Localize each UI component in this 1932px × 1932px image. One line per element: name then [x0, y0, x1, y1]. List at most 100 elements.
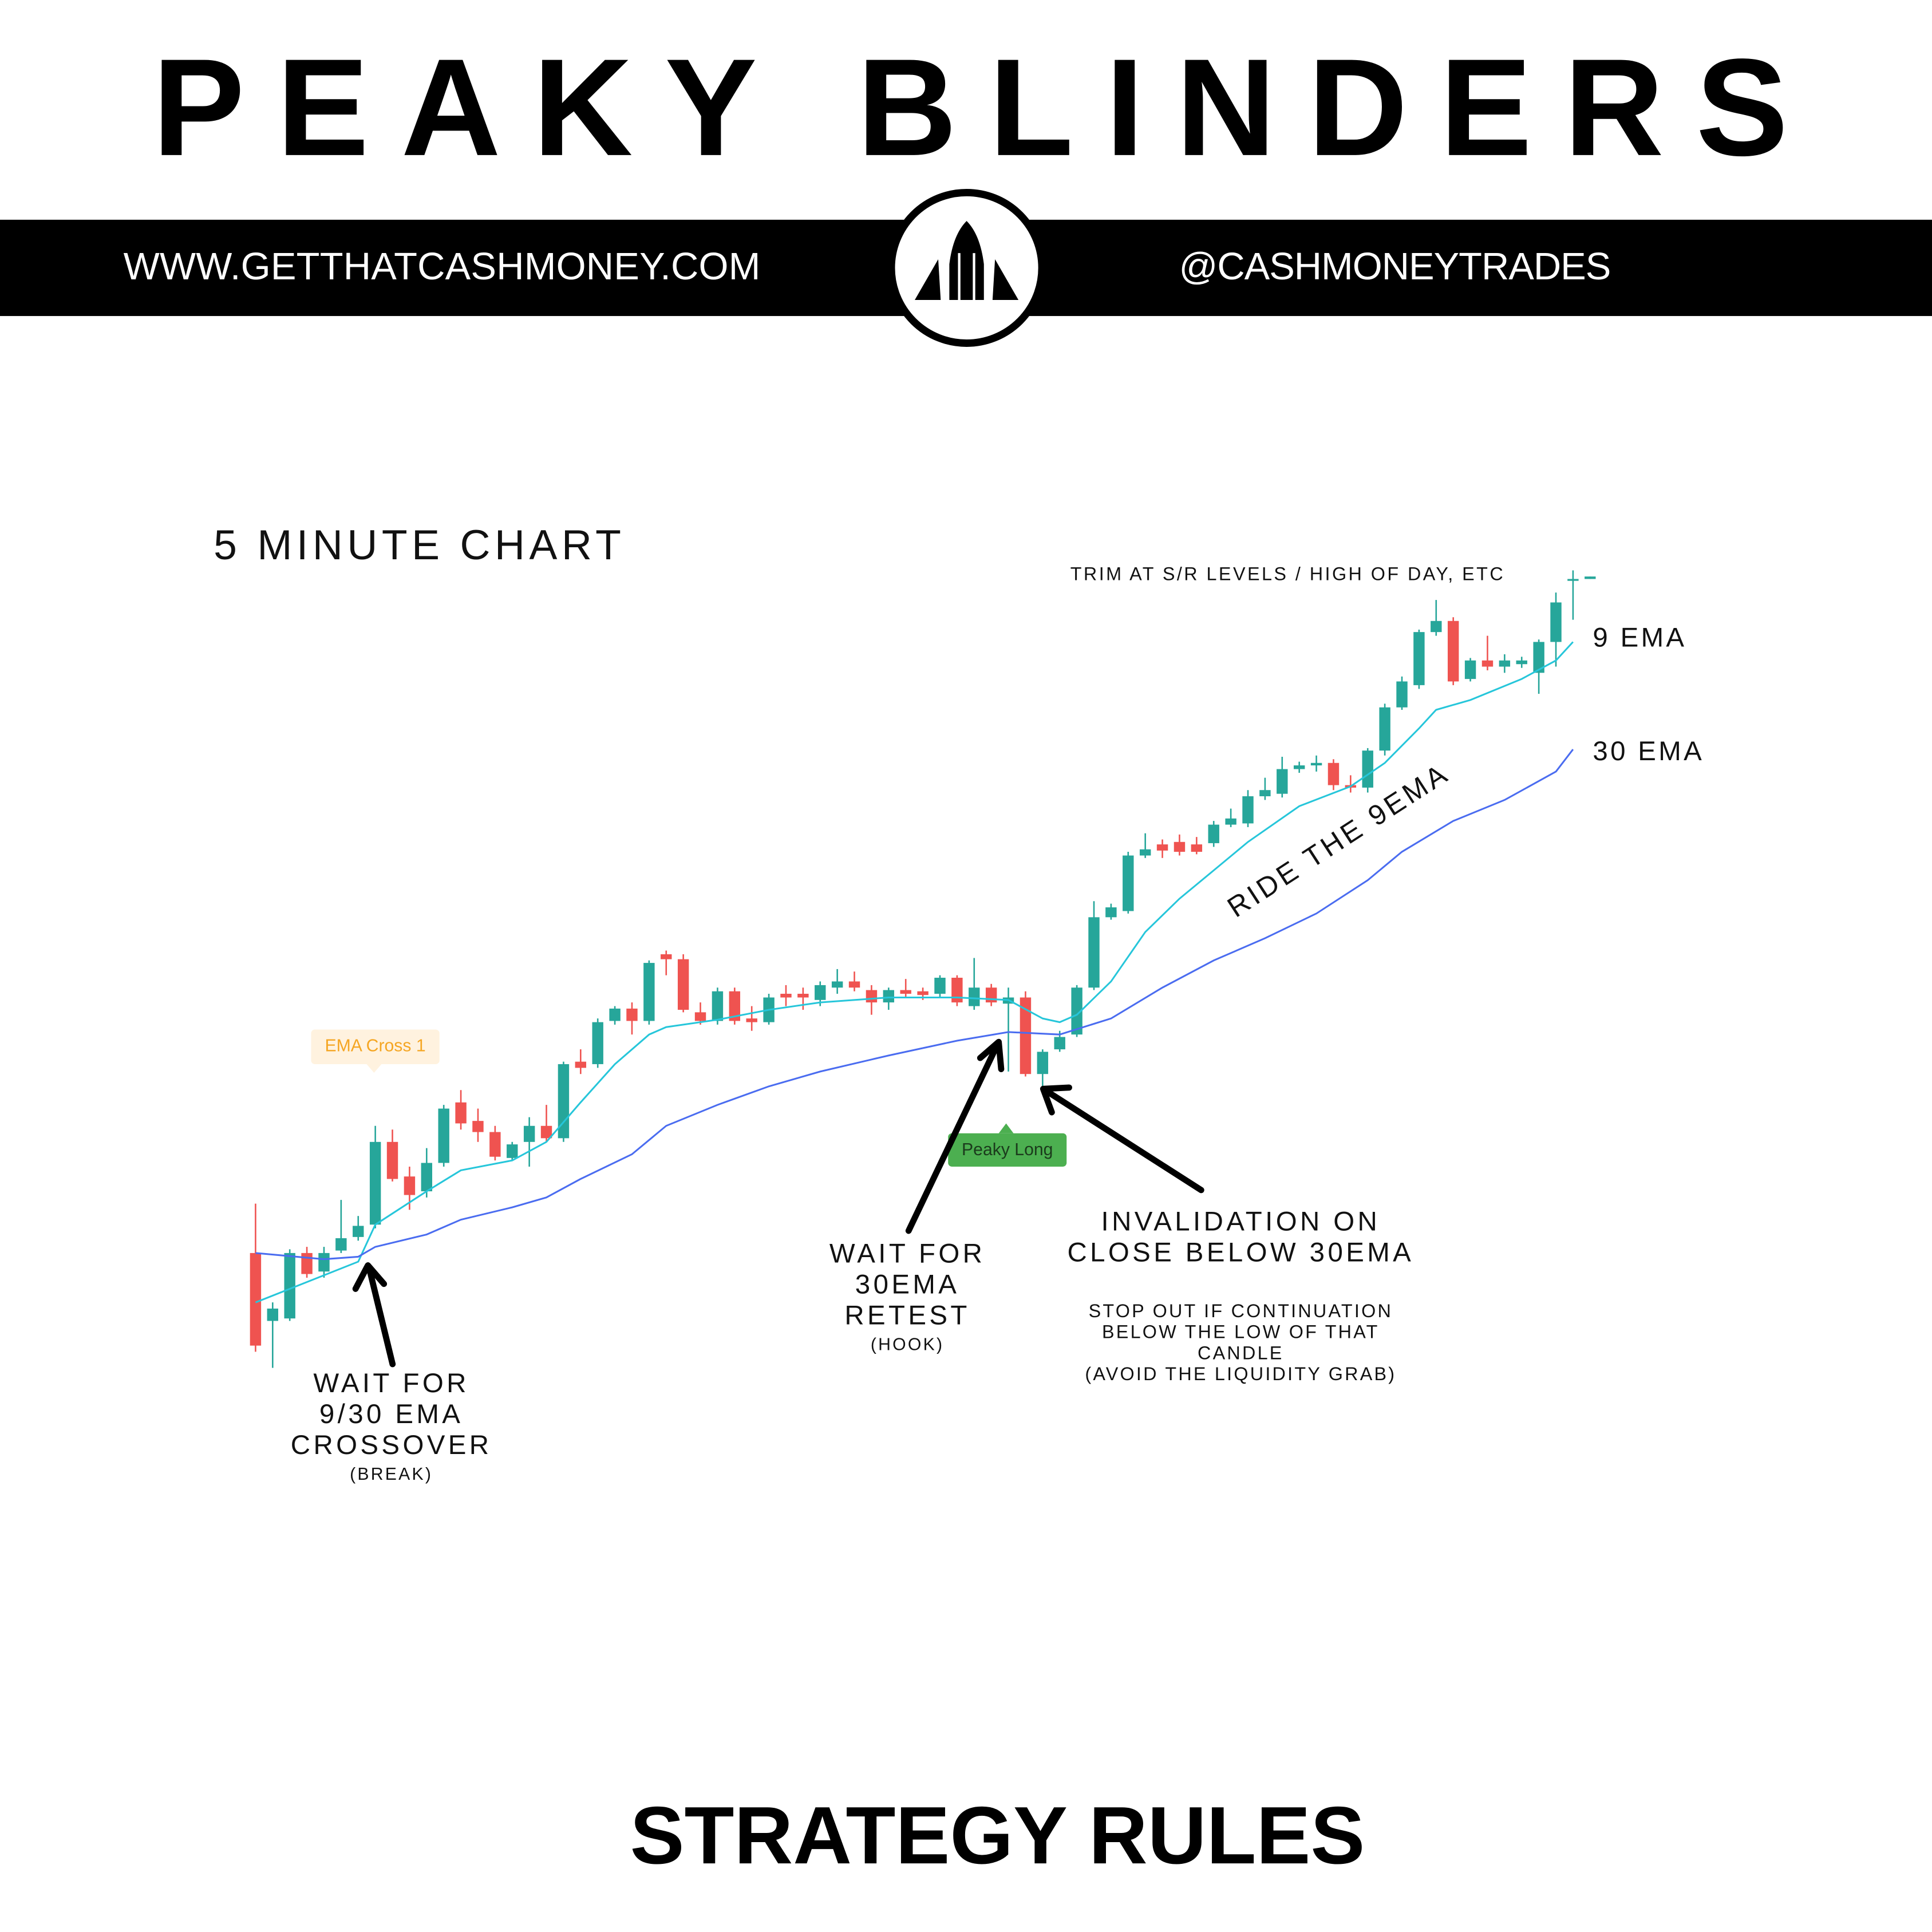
candle-body [1499, 660, 1511, 667]
annotation: WAIT FOR [313, 1368, 469, 1398]
ema-label: 30 EMA [1593, 736, 1704, 767]
candle-body [1071, 987, 1082, 1035]
candle-body [250, 1253, 262, 1346]
candle-body [643, 963, 655, 1021]
annotation-note: (AVOID THE LIQUIDITY GRAB) [1085, 1364, 1396, 1384]
candle-body [900, 990, 911, 994]
candle-body [267, 1308, 278, 1321]
candle-body [301, 1253, 313, 1274]
signal-label: Peaky Long [962, 1140, 1053, 1159]
candle-body [523, 1125, 535, 1142]
candle-body [866, 990, 878, 1003]
candle-body [1585, 576, 1596, 579]
candle-body [1516, 660, 1527, 665]
candle-body [438, 1108, 449, 1163]
candle-body [472, 1121, 484, 1132]
signal-label: EMA Cross 1 [325, 1037, 426, 1056]
footer-title: STRATEGY RULES [630, 1790, 1365, 1881]
annotation: CLOSE BELOW 30EMA [1067, 1238, 1414, 1268]
peaky-long-signal: Peaky Long [948, 1123, 1067, 1167]
candle-body [746, 1018, 757, 1022]
candle-body [455, 1102, 467, 1124]
candle-body [831, 981, 843, 988]
candle-body [507, 1144, 518, 1158]
candle-body [1225, 818, 1236, 825]
candle-body [1088, 917, 1100, 988]
candle-body [1139, 849, 1151, 856]
candlestick-chart: 9 EMA 30 EMA [250, 570, 1704, 1368]
candle-body [353, 1226, 364, 1237]
ema-line [255, 641, 1574, 1303]
candle-body [1191, 844, 1203, 852]
candle-body [969, 987, 980, 1006]
arrows [352, 1038, 1204, 1368]
candle-body [815, 985, 826, 1000]
annotation: TRIM AT S/R LEVELS / HIGH OF DAY, ETC [1070, 563, 1505, 584]
candle-body [1293, 765, 1305, 769]
candle-body [1259, 790, 1271, 796]
candle-body [677, 959, 689, 1010]
candle-body [934, 977, 946, 994]
candle-body [1242, 796, 1254, 824]
candle-body [1105, 907, 1117, 918]
candle-body [540, 1125, 552, 1139]
candle-body [729, 991, 741, 1021]
candle-body [661, 954, 672, 959]
candle-body [1447, 621, 1459, 682]
ema-line [255, 749, 1574, 1261]
candle-body [1413, 632, 1425, 685]
annotation: RETEST [844, 1301, 970, 1331]
candle-body [318, 1253, 330, 1272]
annotation-note: STOP OUT IF CONTINUATION [1089, 1301, 1393, 1321]
annotation: 9/30 EMA [319, 1399, 463, 1429]
candle-body [1054, 1037, 1065, 1050]
candle-body [575, 1061, 587, 1068]
candle-body [1567, 579, 1579, 581]
annotation: CROSSOVER [291, 1430, 492, 1460]
candle-body [1020, 997, 1032, 1074]
candle-body [592, 1022, 603, 1064]
candle-body [1481, 660, 1494, 667]
candle-body [404, 1176, 416, 1195]
annotation-note: CANDLE [1198, 1342, 1284, 1363]
candle-body [1310, 762, 1322, 766]
candle-body [780, 994, 792, 998]
candle-body [1208, 824, 1219, 843]
candle-body [1431, 621, 1442, 633]
candle-body [1037, 1052, 1049, 1074]
candle-body [951, 977, 963, 1003]
logo [887, 188, 1046, 347]
annotation: INVALIDATION ON [1101, 1207, 1381, 1237]
candle-body [1396, 681, 1408, 708]
candle-body [1327, 762, 1340, 785]
annotation-note: (BREAK) [350, 1465, 433, 1484]
candle-body [609, 1008, 621, 1021]
candle-body [1533, 642, 1544, 673]
annotation: 30EMA [855, 1270, 960, 1300]
candle-body [1464, 660, 1476, 679]
candle-body [712, 991, 724, 1021]
chart-title: 5 MINUTE CHART [214, 521, 625, 568]
candle-body [1362, 750, 1373, 788]
candle-body [1156, 844, 1168, 851]
annotation-note: BELOW THE LOW OF THAT [1102, 1322, 1380, 1342]
handle: @CASHMONEYTRADES [1179, 245, 1611, 288]
candle-body [386, 1141, 398, 1179]
candle-body [694, 1012, 706, 1021]
candle-body [626, 1008, 638, 1021]
ema-cross-signal: EMA Cross 1 [311, 1029, 440, 1073]
website: WWW.GETTHATCASHMONEY.COM [124, 245, 761, 288]
candle-body [883, 990, 895, 1003]
candle-body [284, 1253, 295, 1319]
candle-body [848, 981, 860, 988]
ema-label: 9 EMA [1593, 623, 1686, 653]
candle-body [1123, 855, 1134, 911]
candle-body [1550, 602, 1562, 642]
candle-body [917, 991, 929, 995]
candle-body [1277, 769, 1288, 794]
candle-body [797, 994, 809, 998]
annotation: WAIT FOR [829, 1239, 985, 1269]
candle-body [421, 1163, 433, 1192]
